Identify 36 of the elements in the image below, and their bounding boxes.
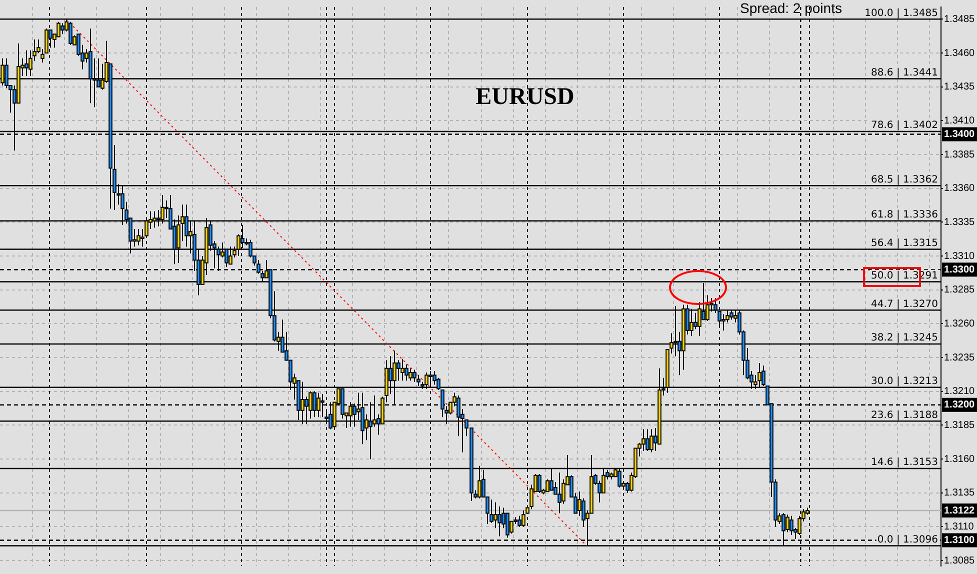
ref-line-label: 38.2 | 1.3245 xyxy=(871,332,938,344)
ref-line-label: 100.0 | 1.3485 xyxy=(864,8,938,19)
ref-line-label: 88.6 | 1.3441 xyxy=(871,67,938,78)
ref-line-label: 30.0 | 1.3213 xyxy=(871,376,938,387)
y-tick-label: 1.3085 xyxy=(944,555,976,566)
y-tick-label: 1.3260 xyxy=(944,318,976,330)
y-tick-label: 1.3285 xyxy=(944,284,976,296)
y-tick-label: 1.3410 xyxy=(944,115,976,126)
ref-line-label: 1.3100 xyxy=(944,535,976,546)
ref-line-label: 1.3122 xyxy=(944,505,976,516)
y-tick-label: 1.3485 xyxy=(944,14,976,25)
ref-line-label: 78.6 | 1.3402 xyxy=(871,120,938,132)
ref-line-label: 14.6 | 1.3153 xyxy=(871,457,938,468)
y-tick-label: 1.3435 xyxy=(944,82,976,93)
ref-line-label: 68.5 | 1.3362 xyxy=(871,174,938,186)
y-tick-label: 1.3460 xyxy=(944,48,976,59)
ref-line-label: 1.3400 xyxy=(944,128,976,140)
y-tick-label: 1.3110 xyxy=(944,522,974,532)
ref-line-label: 44.7 | 1.3270 xyxy=(871,298,938,310)
y-tick-label: 1.3385 xyxy=(944,149,976,160)
y-tick-label: 1.3185 xyxy=(944,420,976,431)
ref-line-label: 23.6 | 1.3188 xyxy=(871,410,938,421)
ref-line-label: 61.8 | 1.3336 xyxy=(871,209,938,220)
ref-line-label: 1.3300 xyxy=(944,264,976,276)
ref-line-label: 56.4 | 1.3315 xyxy=(871,238,938,249)
y-tick-label: 1.3310 xyxy=(944,250,976,262)
y-tick-label: 1.3135 xyxy=(944,488,976,499)
text: EURUSD xyxy=(474,84,576,111)
ref-line-label: 0.0 | 1.3096 xyxy=(877,534,938,546)
y-tick-label: 1.3335 xyxy=(944,216,976,228)
annotation: Spread: 2 points xyxy=(740,0,842,16)
y-tick-label: 1.3360 xyxy=(944,183,976,194)
y-tick-label: 1.3210 xyxy=(944,386,976,398)
y-tick-label: 1.3160 xyxy=(944,454,976,465)
y-tick-label: 1.3235 xyxy=(944,352,976,364)
ref-line-label: 1.3200 xyxy=(944,400,976,411)
